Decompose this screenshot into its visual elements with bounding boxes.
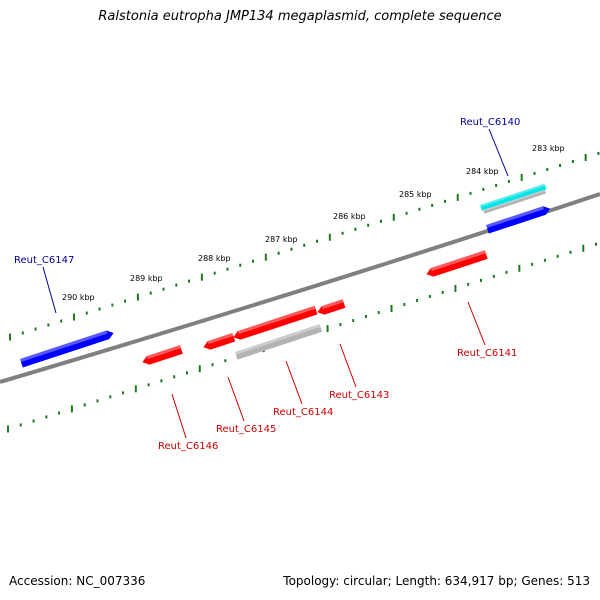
- label-layer: 283 kbp 284 kbp 285 kbp 286 kbp 287 kbp 288 k…: [14, 117, 565, 452]
- gene-reut-c6144-body: [233, 305, 318, 340]
- gene-label: Reut_C6141: [457, 348, 517, 359]
- gene-reut-c6145: [203, 332, 236, 350]
- highlight-reut-c6140-highlight: [480, 183, 546, 207]
- gene-reut-c6143: [317, 299, 346, 315]
- gene-leader-line: [42, 266, 57, 314]
- gene-reut-c6141: [426, 250, 488, 277]
- gene-reut-c6146-highlight: [146, 345, 181, 360]
- gene-reut-c6144-highlight: [237, 305, 316, 335]
- gene-layer: [20, 183, 551, 368]
- gene-reut-c6140-highlight: [486, 206, 544, 228]
- feature-bar-c6140: [483, 189, 546, 214]
- page-title: Ralstonia eutropha JMP134 megaplasmid, c…: [98, 9, 502, 24]
- tick-label: 284 kbp: [466, 167, 499, 176]
- highlight-reut-c6140: [480, 183, 547, 211]
- gene-label: Reut_C6146: [158, 441, 218, 452]
- feature-bar-c6144: [235, 324, 323, 360]
- gene-reut-c6147-highlight: [20, 330, 108, 362]
- gene-leader-line: [488, 128, 509, 177]
- topology-text: Topology: circular; Length: 634,917 bp; …: [283, 574, 590, 588]
- gene-reut-c6146-body: [142, 345, 183, 365]
- tick-layer: [7, 151, 600, 433]
- gene-reut-c6145-highlight: [207, 332, 234, 345]
- highlight-reut-c6140-body: [480, 183, 547, 211]
- gene-reut-c6146: [142, 345, 183, 365]
- tick-label: 288 kbp: [198, 254, 231, 263]
- gene-label: Reut_C6145: [216, 424, 276, 435]
- feature-bar-c6140-body: [483, 189, 546, 214]
- tick-label: 290 kbp: [62, 293, 95, 302]
- gene-reut-c6141-highlight: [430, 250, 486, 272]
- gene-leader-line: [467, 301, 486, 346]
- gene-leader-line: [171, 393, 187, 439]
- tick-label: 286 kbp: [333, 212, 366, 221]
- gene-label: Reut_C6144: [273, 407, 333, 418]
- accession-text: Accession: NC_007336: [9, 574, 146, 588]
- gene-leader-line: [339, 343, 357, 388]
- tick-label: 289 kbp: [130, 274, 163, 283]
- gene-reut-c6147: [20, 330, 114, 368]
- gene-reut-c6145-body: [203, 332, 236, 350]
- tick-label: 285 kbp: [399, 190, 432, 199]
- gene-reut-c6141-body: [426, 250, 488, 277]
- feature-bar-c6140-highlight: [483, 189, 546, 212]
- gene-label: Reut_C6140: [460, 117, 520, 128]
- feature-bar-c6144-body: [235, 324, 323, 360]
- tick-label: 287 kbp: [265, 235, 298, 244]
- outer-tick-track: [9, 151, 600, 341]
- gene-reut-c6143-body: [317, 299, 346, 315]
- gene-reut-c6143-highlight: [321, 299, 344, 310]
- gene-reut-c6147-body: [20, 330, 114, 368]
- tick-label: 283 kbp: [532, 144, 565, 153]
- gene-label: Reut_C6143: [329, 390, 389, 401]
- gene-leader-line: [227, 376, 245, 422]
- gene-leader-line: [285, 360, 303, 405]
- gene-reut-c6140-body: [486, 206, 551, 234]
- gene-reut-c6144: [233, 305, 318, 340]
- gene-reut-c6140: [486, 206, 551, 234]
- gene-label: Reut_C6147: [14, 255, 74, 266]
- feature-bar-c6144-highlight: [235, 324, 321, 355]
